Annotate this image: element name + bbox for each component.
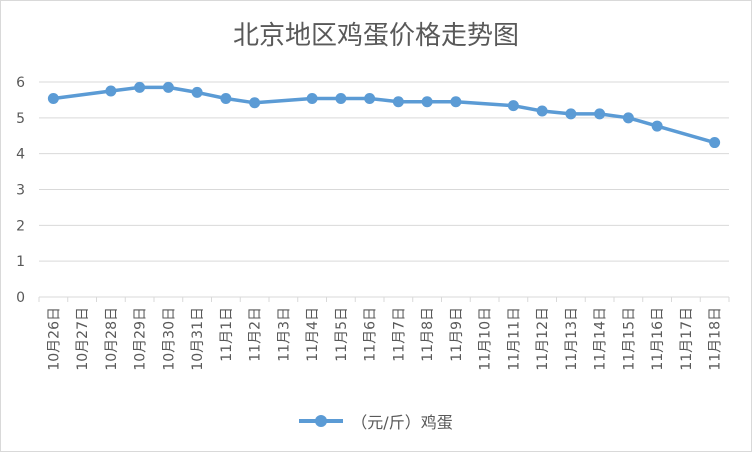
x-tick-label: 11月1日 bbox=[219, 307, 235, 362]
data-point bbox=[249, 97, 261, 109]
data-point bbox=[134, 81, 146, 93]
legend-label: （元/斤）鸡蛋 bbox=[351, 413, 453, 432]
y-tick-label: 1 bbox=[16, 254, 25, 270]
data-point bbox=[105, 85, 117, 97]
y-tick-label: 2 bbox=[16, 218, 25, 234]
y-tick-label: 3 bbox=[16, 183, 25, 199]
x-tick-label: 11月17日 bbox=[679, 307, 695, 371]
x-tick-label: 11月18日 bbox=[708, 307, 724, 371]
chart-title: 北京地区鸡蛋价格走势图 bbox=[232, 21, 519, 51]
data-point bbox=[392, 96, 404, 108]
x-tick-label: 10月31日 bbox=[190, 307, 206, 371]
data-point bbox=[536, 105, 548, 117]
legend-line-marker-icon bbox=[299, 414, 344, 428]
x-tick-label: 10月29日 bbox=[133, 307, 149, 371]
x-tick-label: 11月15日 bbox=[621, 307, 637, 371]
data-point bbox=[306, 92, 318, 104]
data-point bbox=[191, 86, 203, 98]
x-tick-label: 11月5日 bbox=[334, 307, 350, 362]
x-tick-label: 11月11日 bbox=[506, 307, 522, 371]
y-tick-label: 0 bbox=[16, 290, 25, 306]
x-tick-label: 11月8日 bbox=[420, 307, 436, 362]
data-point bbox=[594, 108, 606, 120]
x-tick-label: 10月28日 bbox=[104, 307, 120, 371]
x-tick-label: 11月2日 bbox=[248, 307, 264, 362]
x-tick-label: 11月12日 bbox=[535, 307, 551, 371]
x-tick-label: 11月16日 bbox=[650, 307, 666, 371]
data-point bbox=[364, 92, 376, 104]
x-tick-label: 10月30日 bbox=[161, 307, 177, 371]
data-point bbox=[622, 112, 634, 124]
y-tick-label: 6 bbox=[16, 75, 25, 91]
x-tick-label: 11月4日 bbox=[305, 307, 321, 362]
data-point bbox=[220, 92, 232, 104]
x-tick-label: 10月26日 bbox=[46, 307, 62, 371]
data-point bbox=[421, 96, 433, 108]
x-tick-label: 11月7日 bbox=[391, 307, 407, 362]
legend: （元/斤）鸡蛋 bbox=[1, 409, 751, 433]
series-line bbox=[51, 85, 717, 145]
y-tick-label: 5 bbox=[16, 111, 25, 127]
data-point bbox=[162, 81, 174, 93]
data-point bbox=[565, 108, 577, 120]
x-tick-label: 11月10日 bbox=[478, 307, 494, 371]
data-point bbox=[651, 120, 663, 132]
data-point bbox=[709, 137, 721, 149]
x-tick-label: 10月27日 bbox=[75, 307, 91, 371]
x-tick-label: 11月13日 bbox=[564, 307, 580, 371]
x-tick-label: 11月6日 bbox=[363, 307, 379, 362]
data-point bbox=[450, 96, 462, 108]
data-point bbox=[47, 92, 59, 104]
data-point bbox=[335, 92, 347, 104]
data-point bbox=[507, 100, 519, 112]
y-tick-label: 4 bbox=[16, 147, 25, 163]
x-tick-label: 11月3日 bbox=[276, 307, 292, 362]
x-tick-label: 11月14日 bbox=[593, 307, 609, 371]
x-tick-label: 11月9日 bbox=[449, 307, 465, 362]
